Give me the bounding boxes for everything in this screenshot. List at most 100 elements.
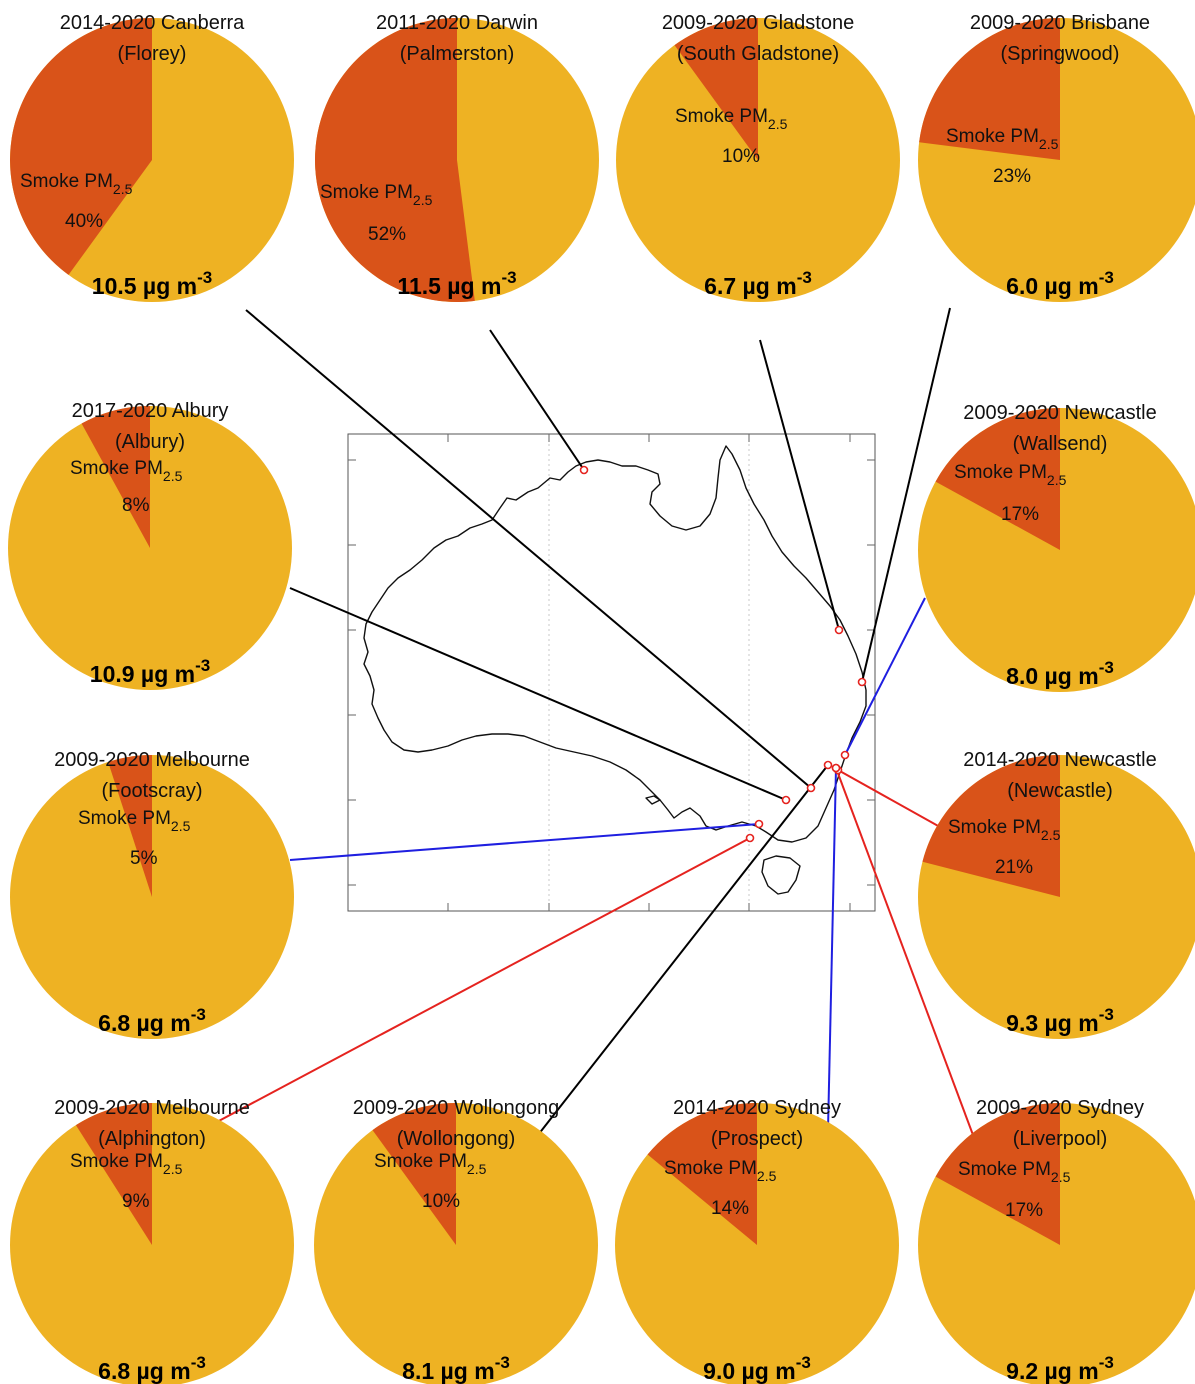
site-title-period: 2009-2020 Brisbane xyxy=(970,12,1150,34)
pie-slice-smoke xyxy=(674,18,758,160)
leader-line xyxy=(489,329,585,471)
site-title-station: (Prospect) xyxy=(711,1128,803,1150)
total-concentration-label: 10.9 µg m-3 xyxy=(90,656,210,687)
mainland-coastline xyxy=(363,445,867,843)
site-title-station: (Palmerston) xyxy=(400,43,514,65)
site-marker xyxy=(579,465,589,475)
smoke-label: Smoke PM2.5 xyxy=(675,106,788,132)
smoke-pct-label: 17% xyxy=(1005,1200,1043,1221)
smoke-pct-label: 40% xyxy=(65,211,103,232)
site-title-period: 2014-2020 Canberra xyxy=(60,12,245,34)
pie-slice-smoke xyxy=(75,1103,152,1245)
site-pie-group: 2009-2020 Melbourne (Footscray) Smoke PM2.… xyxy=(10,749,294,1039)
leader-line xyxy=(861,307,951,683)
map-frame xyxy=(347,433,876,912)
smoke-label: Smoke PM2.5 xyxy=(20,171,133,197)
smoke-pct-label: 52% xyxy=(368,224,406,245)
pie-slice-smoke xyxy=(9,18,153,275)
site-title-station: (Footscray) xyxy=(101,780,202,802)
pie-slice-smoke xyxy=(108,755,152,897)
site-title-station: (South Gladstone) xyxy=(677,43,839,65)
site-title-station: (Wallsend) xyxy=(1013,433,1108,455)
site-title-station: (Liverpool) xyxy=(1013,1128,1107,1150)
site-title-period: 2009-2020 Newcastle xyxy=(963,402,1156,424)
pie-slice-smoke xyxy=(935,408,1060,550)
leader-line xyxy=(837,769,941,828)
smoke-label: Smoke PM2.5 xyxy=(958,1159,1071,1185)
smoke-label: Smoke PM2.5 xyxy=(78,808,191,834)
site-pie-group: 2009-2020 Gladstone (South Gladstone) Smok… xyxy=(616,12,900,302)
site-pie-group: 2009-2020 Melbourne (Alphington)Smoke PM2… xyxy=(10,1097,294,1384)
total-concentration-label: 6.8 µg m-3 xyxy=(98,1353,206,1384)
smoke-label: Smoke PM2.5 xyxy=(70,1151,183,1177)
site-title-period: 2009-2020 Sydney xyxy=(976,1097,1144,1119)
site-title-period: 2014-2020 Newcastle xyxy=(963,749,1156,771)
leader-lines xyxy=(214,307,974,1136)
pie-slice-smoke xyxy=(315,18,475,302)
site-pie-group: 2009-2020 Brisbane (Springwood) Smoke PM2.… xyxy=(918,12,1195,302)
pie-slice-smoke xyxy=(372,1102,456,1245)
site-marker xyxy=(745,833,755,843)
site-title-period: 2011-2020 Darwin xyxy=(376,12,538,34)
smoke-pct-label: 17% xyxy=(1001,504,1039,525)
site-marker xyxy=(823,760,833,770)
site-marker xyxy=(781,795,791,805)
site-title-period: 2017-2020 Albury xyxy=(72,400,229,422)
pie-slice-smoke xyxy=(922,755,1060,897)
smoke-pct-label: 9% xyxy=(122,1191,150,1212)
smoke-pct-label: 10% xyxy=(422,1191,460,1212)
site-marker xyxy=(754,819,764,829)
site-pie-group: 2017-2020 Albury (Albury) Smoke PM2.5 8% 10.… xyxy=(8,400,292,690)
total-concentration-label: 9.2 µg m-3 xyxy=(1006,1353,1114,1384)
leader-line xyxy=(289,823,760,861)
smoke-label: Smoke PM2.5 xyxy=(946,126,1059,152)
smoke-label: Smoke PM2.5 xyxy=(948,817,1061,843)
total-concentration-label: 8.0 µg m-3 xyxy=(1006,658,1114,689)
smoke-label: Smoke PM2.5 xyxy=(954,462,1067,488)
smoke-pct-label: 21% xyxy=(995,857,1033,878)
site-title-period: 2009-2020 Melbourne xyxy=(54,749,250,771)
leader-line xyxy=(289,587,787,801)
site-title-station: (Alphington) xyxy=(98,1128,206,1150)
site-title-station: (Springwood) xyxy=(1001,43,1120,65)
site-pie-group: 2014-2020 Newcastle (Newcastle) Smoke PM2.… xyxy=(918,749,1195,1039)
smoke-pct-label: 5% xyxy=(130,848,158,869)
site-pie-group: 2014-2020 Sydney (Prospect) Smoke PM2.5 14%… xyxy=(615,1097,899,1384)
pie-slice-smoke xyxy=(919,18,1060,160)
site-title-station: (Newcastle) xyxy=(1007,780,1113,802)
pie-slice-smoke xyxy=(81,406,150,548)
leader-line xyxy=(759,339,840,631)
site-marker xyxy=(857,677,867,687)
site-pie-group: 2009-2020 Wollongong (Wollongong)Smoke PM… xyxy=(314,1097,598,1384)
pie-charts: 2014-2020 Canberra (Florey) Smoke PM2.5 40%… xyxy=(8,12,1195,1384)
leader-line xyxy=(214,837,751,1124)
site-title-station: (Albury) xyxy=(115,431,185,453)
smoke-label: Smoke PM2.5 xyxy=(664,1158,777,1184)
site-markers xyxy=(579,465,867,843)
total-concentration-label: 6.0 µg m-3 xyxy=(1006,268,1114,299)
leader-line xyxy=(827,767,837,1131)
leader-line xyxy=(245,309,812,789)
smoke-label: Smoke PM2.5 xyxy=(374,1151,487,1177)
smoke-pct-label: 23% xyxy=(993,166,1031,187)
total-concentration-label: 6.8 µg m-3 xyxy=(98,1005,206,1036)
pie-slice-smoke xyxy=(935,1103,1060,1245)
site-marker xyxy=(840,750,850,760)
pie-slice-smoke xyxy=(647,1103,757,1245)
leader-line xyxy=(537,764,829,1136)
site-pie-group: 2011-2020 Darwin (Palmerston) Smoke PM2.5 5… xyxy=(315,12,599,302)
site-marker xyxy=(834,625,844,635)
leader-line xyxy=(835,767,974,1136)
site-pie-group: 2009-2020 Newcastle (Wallsend) Smoke PM2.5… xyxy=(918,402,1195,692)
total-concentration-label: 9.0 µg m-3 xyxy=(703,1353,811,1384)
site-marker xyxy=(806,783,816,793)
total-concentration-label: 11.5 µg m-3 xyxy=(397,268,516,299)
map-ticks xyxy=(348,434,875,911)
total-concentration-label: 6.7 µg m-3 xyxy=(704,268,812,299)
total-concentration-label: 9.3 µg m-3 xyxy=(1006,1005,1114,1036)
leader-line xyxy=(844,597,926,756)
site-title-period: 2014-2020 Sydney xyxy=(673,1097,841,1119)
smoke-pct-label: 14% xyxy=(711,1198,749,1219)
smoke-label: Smoke PM2.5 xyxy=(320,182,433,208)
